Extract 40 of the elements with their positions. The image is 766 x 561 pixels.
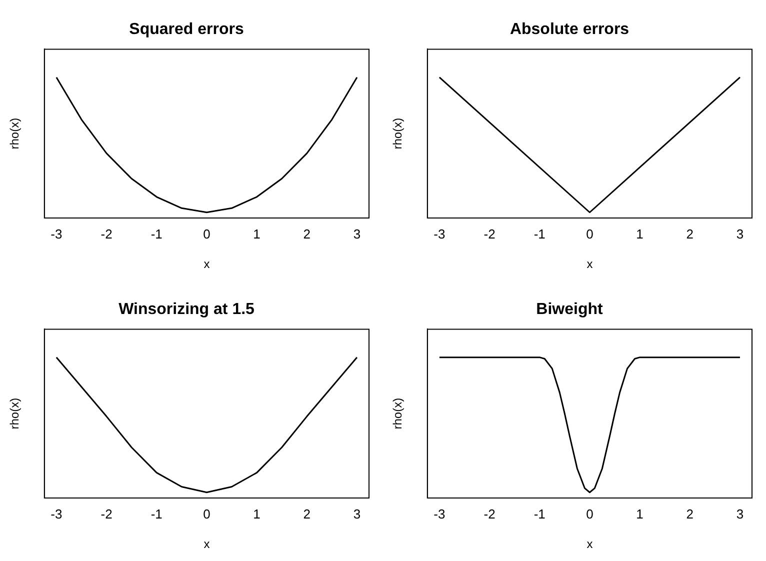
x-tick-label: 2	[303, 226, 310, 242]
x-tick-label: -3	[434, 226, 446, 242]
x-axis-title: x	[586, 537, 593, 552]
y-axis-title: rho(x)	[390, 118, 405, 150]
x-tick-label: 2	[686, 226, 694, 242]
x-tick-label: -1	[534, 226, 546, 242]
x-tick-label: -2	[100, 226, 112, 242]
x-tick-label: 2	[686, 506, 694, 522]
x-tick-label: -3	[434, 506, 446, 522]
x-tick-label: -2	[484, 506, 496, 522]
chart-title: Absolute errors	[510, 21, 630, 38]
x-tick-label: 0	[203, 226, 210, 242]
x-tick-label: -3	[50, 506, 62, 522]
chart-title: Biweight	[536, 301, 604, 318]
y-axis-title: rho(x)	[8, 398, 22, 430]
x-tick-label: -1	[150, 226, 162, 242]
x-tick-label: -1	[534, 506, 546, 522]
x-tick-label: 3	[736, 506, 744, 522]
x-tick-label: 3	[353, 226, 361, 242]
x-tick-label: -2	[100, 506, 112, 522]
chart-title: Winsorizing at 1.5	[118, 301, 255, 318]
chart-title: Squared errors	[129, 21, 244, 38]
y-axis-title: rho(x)	[8, 118, 22, 150]
x-tick-label: 1	[253, 506, 260, 522]
x-tick-label: -2	[484, 226, 496, 242]
x-tick-label: 3	[353, 506, 361, 522]
x-tick-label: 1	[636, 226, 644, 242]
x-tick-label: 2	[303, 506, 310, 522]
x-axis-title: x	[586, 257, 593, 272]
x-axis-title: x	[204, 257, 210, 272]
x-tick-label: 0	[203, 506, 210, 522]
x-tick-label: 0	[586, 226, 594, 242]
x-tick-label: 1	[636, 506, 644, 522]
x-tick-label: 3	[736, 226, 744, 242]
x-tick-label: 0	[586, 506, 594, 522]
x-tick-label: -1	[150, 506, 162, 522]
x-tick-label: 1	[253, 226, 260, 242]
x-axis-title: x	[204, 537, 210, 552]
x-tick-label: -3	[50, 226, 62, 242]
y-axis-title: rho(x)	[390, 398, 405, 430]
